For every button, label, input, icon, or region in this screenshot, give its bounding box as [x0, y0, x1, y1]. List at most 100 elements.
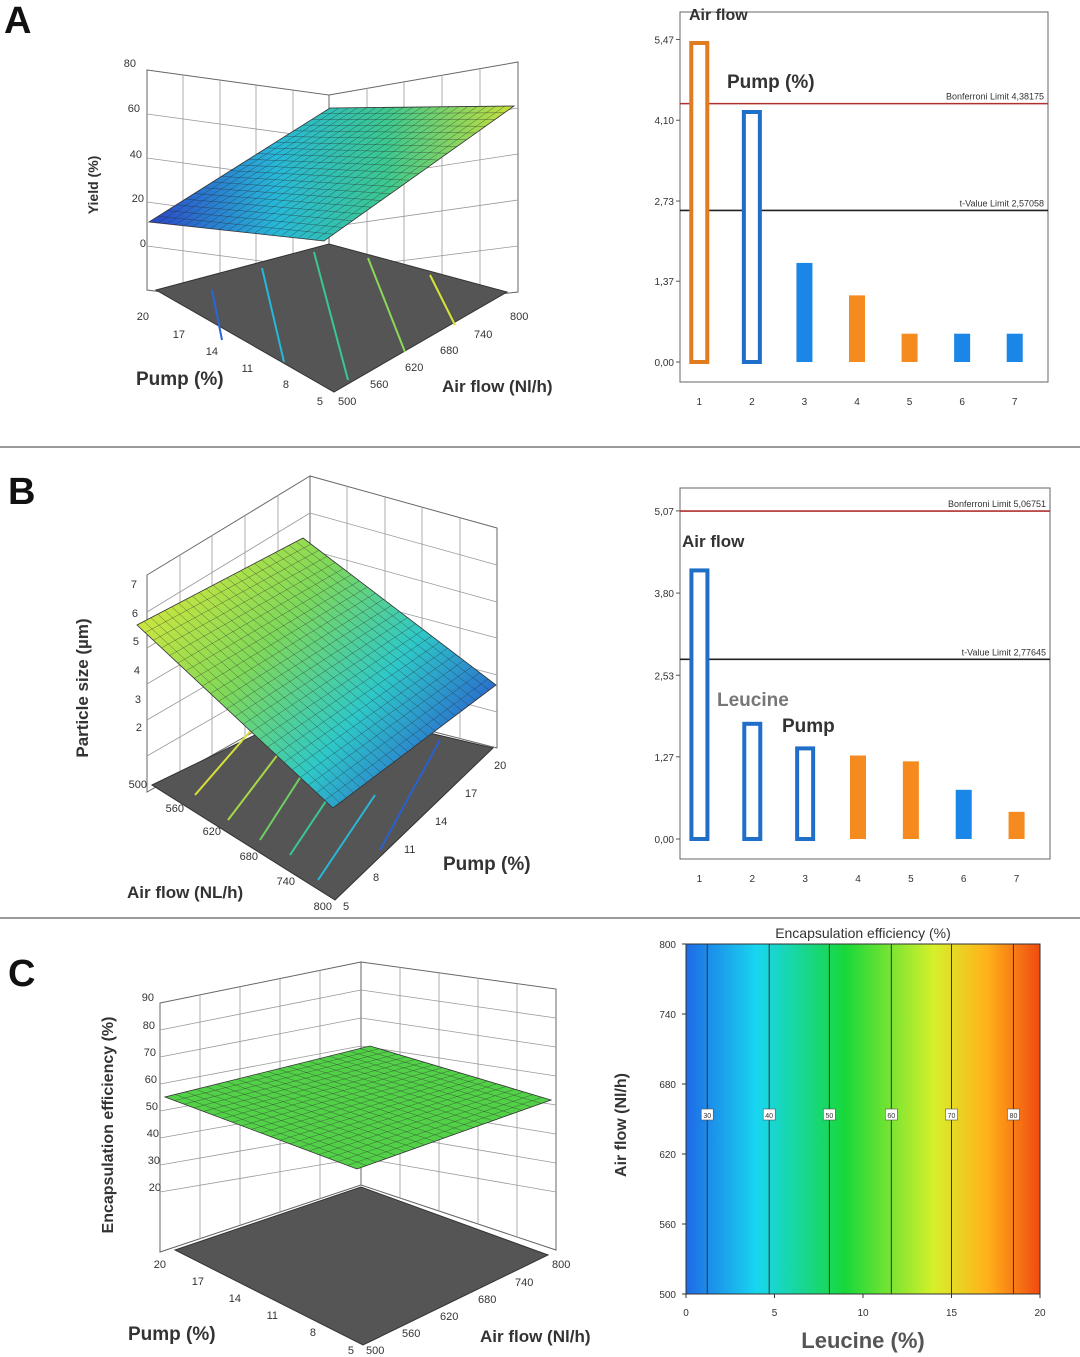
- z-tick-label: 6: [132, 608, 138, 620]
- pump-tick-label: 14: [206, 346, 218, 358]
- bonferroni-limit-label: Bonferroni Limit 4,38175: [946, 92, 1044, 102]
- panel-letter-c: C: [8, 953, 35, 995]
- surface-mesh-b: [143, 541, 490, 804]
- pareto-x-tick-label: 3: [802, 397, 808, 408]
- pareto-bar: [901, 333, 918, 362]
- surface-plot-encapsulation: 90 80 70 60 50 40 30 20 Encapsulation ef…: [100, 961, 590, 1357]
- t-value-limit-label: t-Value Limit 2,57058: [960, 198, 1044, 208]
- pump-tick-label: 8: [283, 379, 289, 391]
- airflow-axis-label: Air flow (NL/h): [127, 883, 243, 902]
- surface-plot-particle-size: 7 6 5 4 3 2 Particle size (µm) 500 560 6…: [73, 475, 531, 913]
- pareto-y-tick-label: 0,00: [655, 835, 675, 846]
- z-tick-label: 30: [148, 1155, 160, 1167]
- pareto-bar: [689, 40, 710, 364]
- contour-label: 60: [887, 1113, 895, 1120]
- z-tick-label: 60: [145, 1074, 157, 1086]
- contour-label: 50: [825, 1113, 833, 1120]
- z-tick-label: 5: [133, 636, 139, 648]
- contour-label-box: [762, 1108, 776, 1121]
- panel-letter-a: A: [4, 0, 31, 42]
- pareto-y-tick-label: 2,53: [655, 671, 675, 682]
- pareto-bar: [796, 262, 813, 362]
- z-tick-label: 80: [124, 58, 136, 70]
- pump-tick-label: 20: [494, 760, 506, 772]
- t-value-limit-label: t-Value Limit 2,77645: [962, 647, 1046, 657]
- pareto-x-tick-label: 3: [802, 874, 808, 885]
- airflow-tick-label: 560: [370, 379, 388, 391]
- contour-x-tick-label: 0: [683, 1308, 689, 1319]
- contour-label-box: [1007, 1108, 1020, 1121]
- airflow-axis-label: Air flow (Nl/h): [480, 1327, 590, 1346]
- airflow-tick-label: 560: [402, 1328, 420, 1340]
- pareto-y-tick-label: 1,27: [655, 753, 675, 764]
- pareto-x-tick-label: 2: [749, 397, 755, 408]
- pareto-y-tick-label: 0,00: [655, 358, 675, 369]
- pareto-x-tick-label: 2: [750, 874, 756, 885]
- z-axis-label: Yield (%): [85, 156, 101, 215]
- pareto-y-tick-label: 2,73: [655, 197, 675, 208]
- pareto-y-tick-label: 5,07: [655, 507, 675, 518]
- z-tick-label: 60: [128, 103, 140, 115]
- bonferroni-limit-label: Bonferroni Limit 5,06751: [948, 499, 1046, 509]
- surface-plot-yield: 80 60 40 20 0 Yield (%) 20 17 14 11 8 5 …: [85, 58, 552, 408]
- contour-label-box: [885, 1108, 898, 1121]
- pareto-x-tick-label: 6: [959, 397, 965, 408]
- z-axis-label: Particle size (µm): [73, 618, 92, 757]
- pareto-annotation: Pump: [782, 716, 835, 737]
- pareto-x-tick-label: 1: [697, 874, 703, 885]
- contour-label-box: [823, 1108, 836, 1121]
- pareto-bar: [795, 746, 816, 842]
- surface-mesh-c: [174, 1048, 543, 1166]
- pareto-x-tick-label: 7: [1014, 874, 1020, 885]
- contour-x-tick-label: 5: [772, 1308, 778, 1319]
- pump-tick-label: 20: [137, 311, 149, 323]
- airflow-tick-label: 560: [166, 803, 184, 815]
- contour-label-box: [945, 1108, 958, 1121]
- z-tick-label: 90: [142, 992, 154, 1004]
- contour-y-tick-label: 680: [659, 1080, 676, 1091]
- pareto-y-tick-label: 4,10: [655, 116, 675, 127]
- pareto-bar: [849, 295, 865, 362]
- pareto-y-tick-label: 3,80: [655, 589, 675, 600]
- z-tick-label: 40: [147, 1128, 159, 1140]
- pump-tick-label: 14: [435, 816, 447, 828]
- pump-tick-label: 14: [229, 1293, 241, 1305]
- pareto-bar: [902, 761, 919, 839]
- z-tick-label: 3: [135, 694, 141, 706]
- pareto-x-tick-label: 1: [697, 397, 703, 408]
- pareto-y-tick-label: 5,47: [655, 35, 675, 46]
- z-tick-label: 50: [146, 1101, 158, 1113]
- z-tick-label: 40: [130, 149, 142, 161]
- pareto-x-tick-label: 5: [907, 397, 913, 408]
- contour-x-axis-label: Leucine (%): [801, 1328, 924, 1353]
- floor-contours-a: [211, 251, 456, 381]
- airflow-tick-label: 500: [338, 396, 356, 408]
- pareto-bar: [689, 568, 710, 841]
- pareto-x-tick-label: 7: [1012, 397, 1018, 408]
- pump-tick-label: 17: [173, 329, 185, 341]
- pump-tick-label: 20: [154, 1259, 166, 1271]
- airflow-tick-label: 680: [240, 851, 258, 863]
- contour-y-tick-label: 620: [659, 1150, 676, 1161]
- pareto-x-tick-label: 6: [961, 874, 967, 885]
- contour-label: 70: [948, 1113, 956, 1120]
- pareto-x-tick-label: 4: [855, 874, 861, 885]
- pareto-annotation: Leucine: [717, 690, 789, 711]
- pareto-bar: [955, 789, 972, 839]
- airflow-tick-label: 800: [552, 1259, 570, 1271]
- pump-axis-label: Pump (%): [136, 369, 224, 390]
- airflow-tick-label: 800: [314, 901, 332, 913]
- airflow-tick-label: 680: [478, 1294, 496, 1306]
- z-axis-label: Encapsulation efficiency (%): [100, 1017, 117, 1234]
- contour-x-tick-label: 20: [1034, 1308, 1046, 1319]
- pump-tick-label: 5: [343, 901, 349, 913]
- pareto-y-tick-label: 1,37: [655, 277, 675, 288]
- contour-label: 40: [765, 1113, 773, 1120]
- contour-label-box: [700, 1108, 714, 1121]
- pump-tick-label: 11: [267, 1310, 278, 1322]
- contour-fill: [685, 943, 1041, 1295]
- pareto-x-tick-label: 5: [908, 874, 914, 885]
- contour-x-tick-label: 10: [857, 1308, 869, 1319]
- contour-y-tick-label: 740: [659, 1010, 676, 1021]
